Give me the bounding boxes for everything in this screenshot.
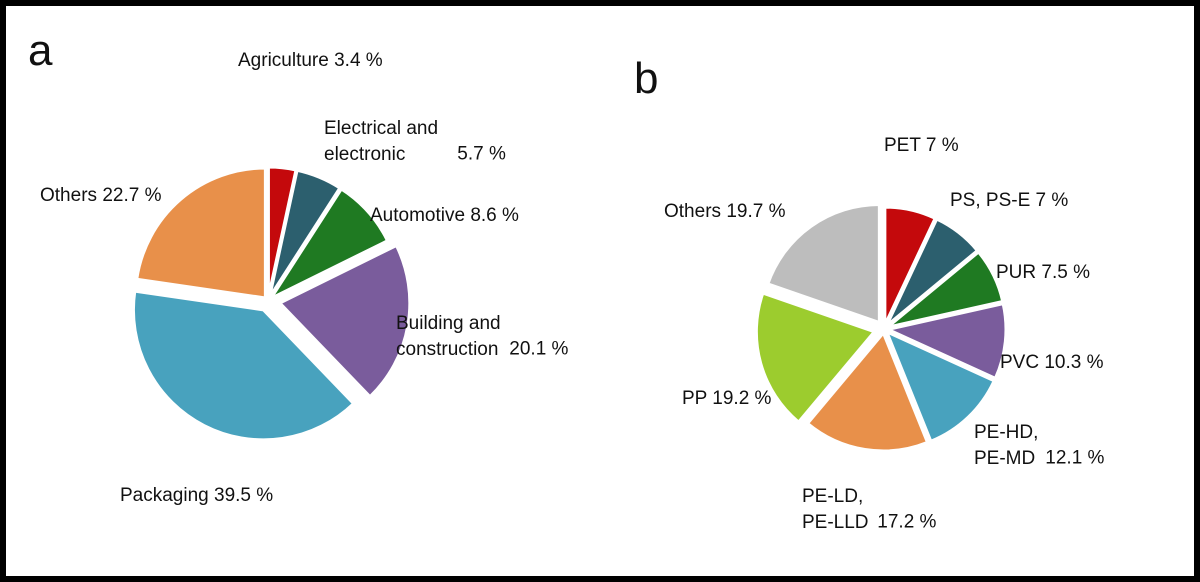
category-label: Agriculture	[238, 50, 329, 71]
slice-label: Automotive 8.6 %	[370, 203, 519, 229]
category-label: Packaging	[120, 485, 209, 506]
value-label: 10.3 %	[1044, 352, 1103, 373]
panel-label: a	[28, 26, 52, 76]
slice-label: PVC 10.3 %	[1000, 350, 1104, 376]
category-label: PE-HD, PE-MD	[974, 420, 1040, 471]
value-label: 7 %	[926, 135, 959, 156]
value-label: 19.2 %	[712, 388, 771, 409]
value-label: 39.5 %	[214, 485, 273, 506]
slice-label: PS, PS-E 7 %	[950, 188, 1068, 214]
value-label: 7 %	[1036, 190, 1069, 211]
slice-label: Agriculture 3.4 %	[238, 48, 383, 74]
slice-label: PE-LD, PE-LLD 17.2 %	[802, 484, 936, 535]
category-label: Others	[664, 201, 721, 222]
category-label: PUR	[996, 262, 1036, 283]
value-label: 17.2 %	[877, 512, 936, 533]
slice-label: PUR 7.5 %	[996, 260, 1090, 286]
category-label: PS, PS-E	[950, 190, 1030, 211]
slice-label: Others 22.7 %	[40, 183, 161, 209]
category-label: Others	[40, 185, 97, 206]
category-label: PP	[682, 388, 707, 409]
category-label: Building and construction	[396, 311, 504, 362]
value-label: 5.7 %	[457, 144, 506, 165]
value-label: 22.7 %	[102, 185, 161, 206]
category-label: PE-LD, PE-LLD	[802, 484, 872, 535]
panel-label: b	[634, 54, 658, 104]
slice-label: PET 7 %	[884, 133, 959, 159]
value-label: 20.1 %	[509, 339, 568, 360]
slice-label: Electrical and electronic 5.7 %	[324, 116, 506, 167]
value-label: 8.6 %	[470, 205, 519, 226]
category-label: Electrical and electronic	[324, 116, 452, 167]
value-label: 12.1 %	[1045, 448, 1104, 469]
category-label: PVC	[1000, 352, 1039, 373]
slice-label: PE-HD, PE-MD 12.1 %	[974, 420, 1104, 471]
slice-label: Others 19.7 %	[664, 199, 785, 225]
figure: Agriculture 3.4 % Electrical and electron…	[0, 0, 1200, 582]
slice-label: PP 19.2 %	[682, 386, 771, 412]
value-label: 19.7 %	[726, 201, 785, 222]
slice-label: Building and construction 20.1 %	[396, 311, 568, 362]
value-label: 3.4 %	[334, 50, 383, 71]
category-label: Automotive	[370, 205, 465, 226]
category-label: PET	[884, 135, 921, 156]
value-label: 7.5 %	[1041, 262, 1090, 283]
slice-label: Packaging 39.5 %	[120, 483, 273, 509]
